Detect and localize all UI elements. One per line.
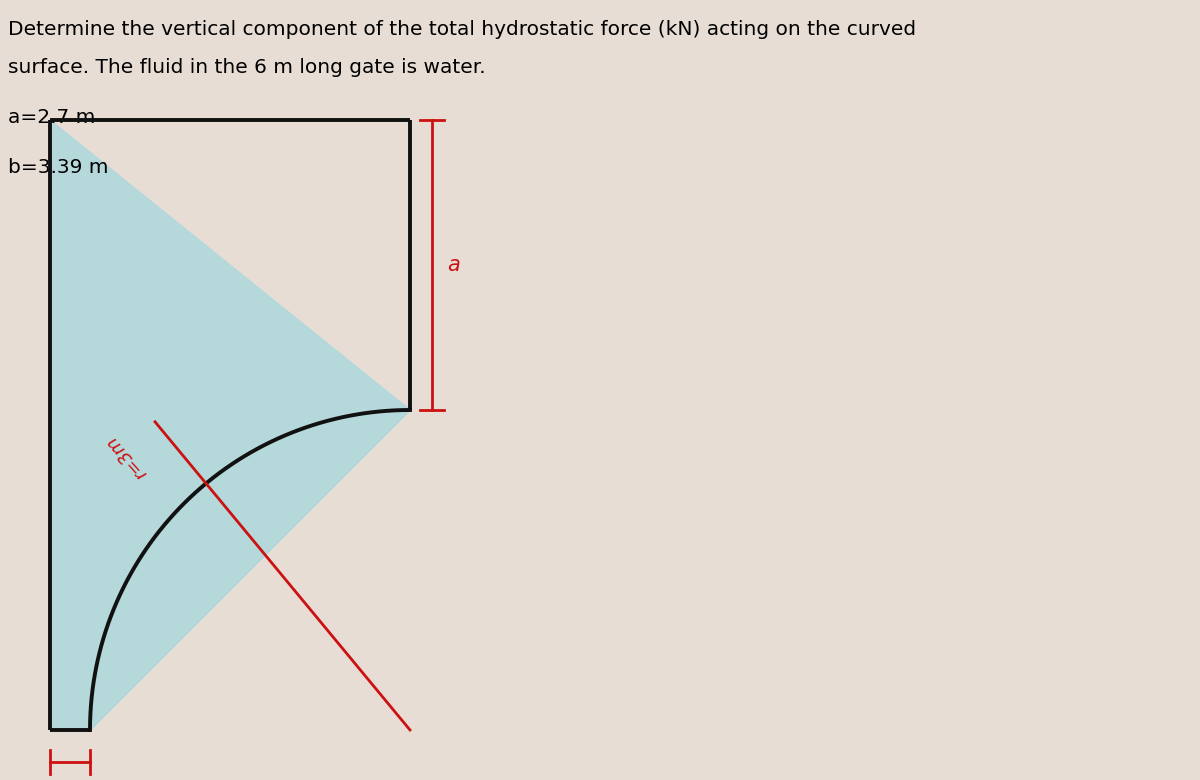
Text: Determine the vertical component of the total hydrostatic force (kN) acting on t: Determine the vertical component of the …: [8, 20, 916, 39]
Polygon shape: [50, 120, 410, 730]
Text: a: a: [446, 255, 460, 275]
Text: surface. The fluid in the 6 m long gate is water.: surface. The fluid in the 6 m long gate …: [8, 58, 486, 77]
Text: a=2.7 m: a=2.7 m: [8, 108, 95, 127]
Text: b=3.39 m: b=3.39 m: [8, 158, 108, 177]
Text: r=3m: r=3m: [102, 432, 150, 482]
